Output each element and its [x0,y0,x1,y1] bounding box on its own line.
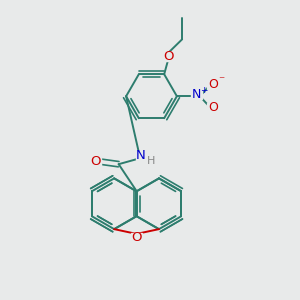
Bar [191,90,202,99]
Text: +: + [200,86,207,95]
Text: N: N [136,149,146,162]
Bar [148,156,155,164]
Bar [208,80,218,89]
Text: O: O [164,50,174,63]
Text: ⁻: ⁻ [218,74,224,87]
Bar [90,157,101,166]
Bar [208,103,218,112]
Text: O: O [90,155,101,168]
Bar [164,52,174,61]
Text: O: O [208,101,218,114]
Text: O: O [208,78,218,92]
Text: H: H [147,156,156,166]
Bar [131,233,142,242]
Bar [136,151,146,160]
Text: N: N [192,88,201,101]
Text: O: O [131,231,142,244]
